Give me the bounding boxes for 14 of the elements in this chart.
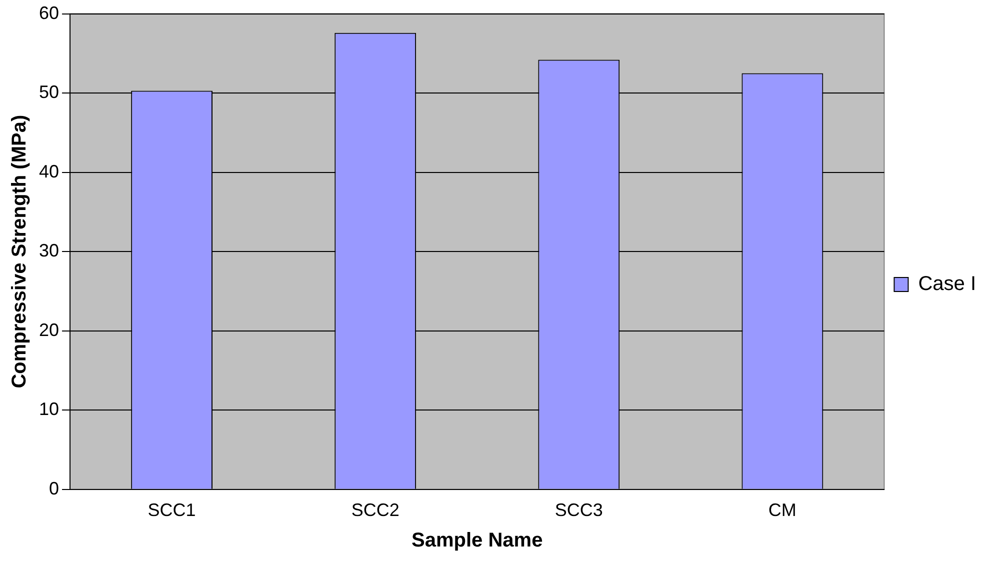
x-tick-label: SCC3 (554, 500, 603, 520)
y-tick-label: 60 (38, 2, 60, 23)
y-tick-label: 10 (38, 399, 60, 420)
y-tick-label: 0 (49, 478, 60, 498)
x-tick-label: CM (768, 500, 796, 520)
y-tick-label: 50 (38, 82, 60, 102)
y-axis-title: Compressive Strength (MPa) (8, 114, 31, 388)
x-tick-label: SCC1 (148, 500, 196, 520)
x-tick-label: SCC2 (351, 500, 400, 520)
legend-label: Case I (918, 273, 976, 296)
y-tick-label: 40 (38, 161, 60, 182)
y-tick-label: 30 (38, 240, 60, 261)
y-tick-label: 20 (38, 320, 60, 340)
x-axis-title: Sample Name (412, 530, 543, 552)
